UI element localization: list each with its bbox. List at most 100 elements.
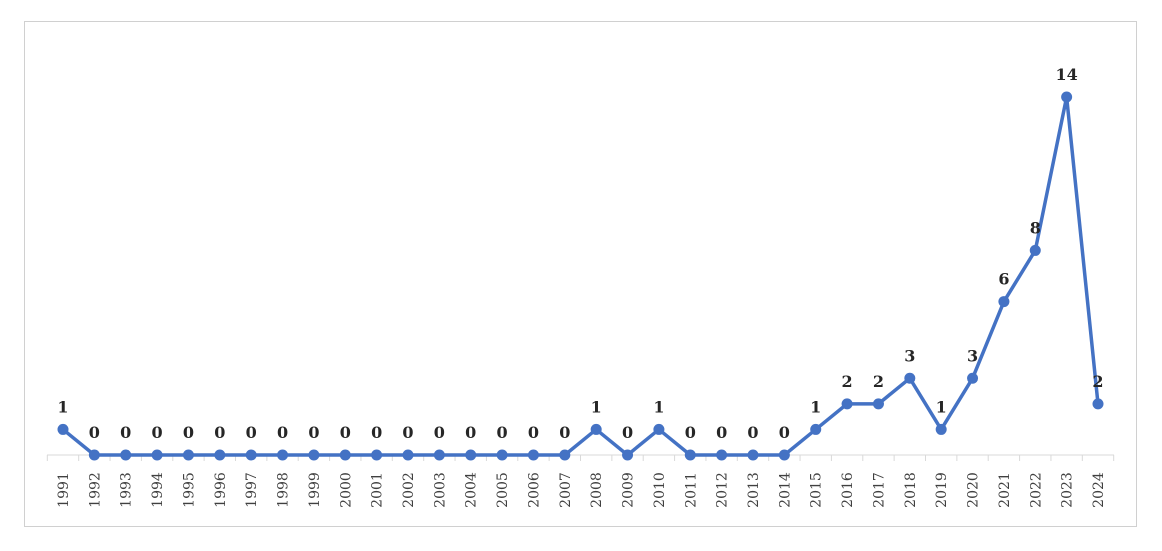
data-label: 1: [936, 397, 947, 416]
data-point: [120, 449, 132, 461]
data-label: 0: [559, 423, 570, 442]
data-label: 0: [434, 423, 445, 442]
data-label: 2: [1092, 372, 1103, 391]
x-tick-label: 2006: [526, 472, 542, 508]
data-point: [747, 449, 759, 461]
data-label: 1: [591, 397, 602, 416]
data-point: [810, 423, 822, 435]
data-point: [590, 423, 602, 435]
data-label: 6: [998, 270, 1009, 289]
data-label: 0: [716, 423, 727, 442]
x-tick-label: 2008: [589, 472, 605, 508]
data-point: [622, 449, 634, 461]
x-tick-label: 1996: [213, 472, 229, 508]
data-label: 0: [465, 423, 476, 442]
x-tick-label: 1997: [244, 472, 260, 508]
data-label: 0: [622, 423, 633, 442]
data-point: [339, 449, 351, 461]
data-point: [841, 398, 853, 410]
x-tick-label: 2023: [1060, 472, 1076, 508]
data-point: [496, 449, 508, 461]
x-tick-label: 2010: [652, 472, 668, 508]
x-tick-label: 2003: [432, 472, 448, 508]
data-point: [308, 449, 320, 461]
data-point: [778, 449, 790, 461]
data-label: 0: [497, 423, 508, 442]
x-tick-label: 1998: [276, 472, 292, 508]
data-label: 0: [371, 423, 382, 442]
data-point: [935, 423, 947, 435]
x-tick-label: 2001: [370, 472, 386, 508]
data-point: [872, 398, 884, 410]
data-label: 0: [89, 423, 100, 442]
data-label: 0: [214, 423, 225, 442]
data-point: [465, 449, 477, 461]
data-label: 0: [685, 423, 696, 442]
data-point: [653, 423, 665, 435]
data-point: [716, 449, 728, 461]
data-label: 2: [873, 372, 884, 391]
data-point: [967, 372, 979, 384]
x-tick-label: 2009: [621, 472, 637, 508]
x-tick-label: 2018: [903, 472, 919, 508]
data-label: 14: [1056, 65, 1078, 84]
x-tick-label: 2024: [1091, 472, 1107, 508]
data-label: 1: [653, 397, 664, 416]
x-tick-label: 1995: [181, 472, 197, 508]
x-tick-label: 1994: [150, 472, 166, 508]
data-point: [182, 449, 194, 461]
data-points: [57, 91, 1104, 461]
data-label: 0: [747, 423, 758, 442]
data-point: [1061, 91, 1073, 103]
data-point: [277, 449, 289, 461]
data-point: [214, 449, 226, 461]
data-point: [245, 449, 257, 461]
data-point: [88, 449, 100, 461]
data-point: [402, 449, 414, 461]
x-tick-label: 1993: [119, 472, 135, 508]
x-tick-label: 2015: [809, 472, 825, 508]
x-tick-label: 2017: [871, 472, 887, 508]
data-label: 0: [183, 423, 194, 442]
data-label: 3: [904, 346, 915, 365]
data-point: [1029, 244, 1041, 256]
series-line: [61, 95, 1100, 457]
x-tick-label: 2000: [338, 472, 354, 508]
x-tick-label: 2019: [934, 472, 950, 508]
data-label: 2: [842, 372, 853, 391]
data-label: 0: [779, 423, 790, 442]
x-tick-label: 2007: [558, 472, 574, 508]
data-label: 0: [308, 423, 319, 442]
data-label: 0: [402, 423, 413, 442]
x-tick-label: 2012: [715, 472, 731, 508]
data-label: 0: [120, 423, 131, 442]
data-label: 1: [810, 397, 821, 416]
data-point: [527, 449, 539, 461]
data-point: [1092, 398, 1104, 410]
data-point: [904, 372, 916, 384]
x-tick-label: 1992: [87, 472, 103, 508]
data-labels: 1 0 0 0 0 0 0 0 0 0 0 0 0 0 0 0 0 1 0 1 0 0 0 0 1 2 2 3 1 3 6 8 14 2: [57, 65, 1103, 442]
data-point: [684, 449, 696, 461]
data-label: 0: [152, 423, 163, 442]
x-tick-label: 2011: [683, 472, 699, 508]
x-tick-label: 2014: [777, 472, 793, 508]
x-tick-label: 1999: [307, 472, 323, 508]
x-tick-label: 2013: [746, 472, 762, 508]
data-point: [57, 423, 69, 435]
data-label: 1: [57, 397, 68, 416]
data-label: 0: [528, 423, 539, 442]
data-label: 3: [967, 346, 978, 365]
x-tick-label: 2020: [966, 472, 982, 508]
x-tick-label: 2002: [401, 472, 417, 508]
x-tick-label: 2004: [464, 472, 480, 508]
data-label: 0: [277, 423, 288, 442]
x-tick-label: 2021: [997, 472, 1013, 508]
data-label: 0: [246, 423, 257, 442]
data-label: 0: [340, 423, 351, 442]
x-tick-label: 2022: [1028, 472, 1044, 508]
data-point: [151, 449, 163, 461]
x-tick-label: 1991: [56, 472, 72, 508]
data-point: [559, 449, 571, 461]
